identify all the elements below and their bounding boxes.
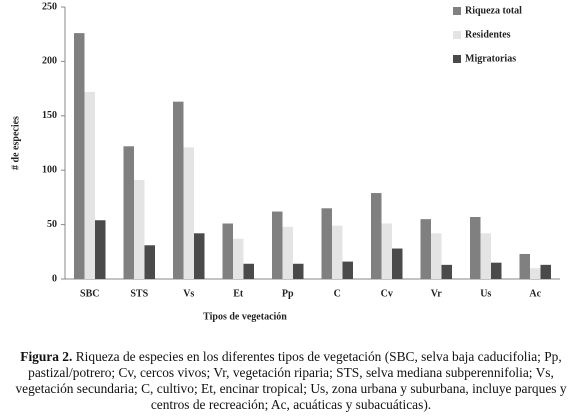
- y-tick-label: 100: [42, 164, 57, 175]
- x-tick-label: Ac: [529, 288, 541, 299]
- bar: [342, 261, 353, 279]
- bar: [392, 248, 403, 279]
- legend-label: Migratorias: [465, 53, 516, 64]
- x-tick-label: Et: [233, 288, 244, 299]
- bar: [243, 263, 254, 279]
- bar: [84, 91, 95, 279]
- bar: [144, 245, 155, 279]
- bar: [123, 146, 134, 279]
- bar: [420, 219, 431, 279]
- y-tick-label: 250: [42, 1, 57, 12]
- bar: [441, 264, 452, 279]
- legend-label: Residentes: [465, 29, 511, 40]
- x-tick-label: Vs: [183, 288, 194, 299]
- y-axis-title: # de especies: [10, 116, 21, 170]
- bar: [470, 216, 481, 279]
- bar: [491, 262, 502, 279]
- caption: Figura 2. Riqueza de especies en los dif…: [4, 349, 578, 413]
- legend-label: Riqueza total: [465, 5, 522, 16]
- bar: [321, 208, 332, 279]
- chart: # de especies Tipos de vegetación 0 50 100…: [10, 1, 560, 322]
- bar: [282, 226, 293, 279]
- x-axis-title: Tipos de vegetación: [203, 311, 287, 322]
- bar: [530, 268, 541, 279]
- bar: [371, 193, 382, 279]
- bar: [183, 147, 194, 279]
- bar: [173, 101, 184, 279]
- bar: [272, 211, 283, 279]
- bar: [519, 253, 530, 279]
- x-tick-label: Cv: [381, 288, 393, 299]
- x-tick-label: Pp: [282, 288, 294, 299]
- bar: [332, 225, 343, 279]
- x-tick-label: C: [334, 288, 341, 299]
- x-tick-label: Vr: [431, 288, 442, 299]
- x-tick-label: STS: [130, 288, 148, 299]
- bar: [74, 33, 85, 279]
- caption-label: Figura 2.: [20, 349, 73, 364]
- bar: [431, 233, 442, 279]
- legend-swatch: [453, 55, 461, 63]
- bar: [381, 223, 392, 279]
- bar: [95, 220, 106, 279]
- x-tick-label: Us: [480, 288, 491, 299]
- y-tick-label: 150: [42, 110, 57, 121]
- y-tick-label: 200: [42, 56, 57, 67]
- legend-swatch: [453, 31, 461, 39]
- bar: [194, 233, 205, 279]
- legend-swatch: [453, 7, 461, 15]
- bar: [134, 179, 145, 279]
- bar: [233, 238, 244, 279]
- bar: [540, 264, 551, 279]
- caption-text: Riqueza de especies en los diferentes ti…: [15, 349, 567, 412]
- y-tick-label: 0: [52, 273, 57, 284]
- y-tick-label: 50: [47, 219, 57, 230]
- x-tick-label: SBC: [80, 288, 99, 299]
- bar: [480, 233, 491, 279]
- bar: [222, 223, 233, 279]
- bar: [293, 263, 304, 279]
